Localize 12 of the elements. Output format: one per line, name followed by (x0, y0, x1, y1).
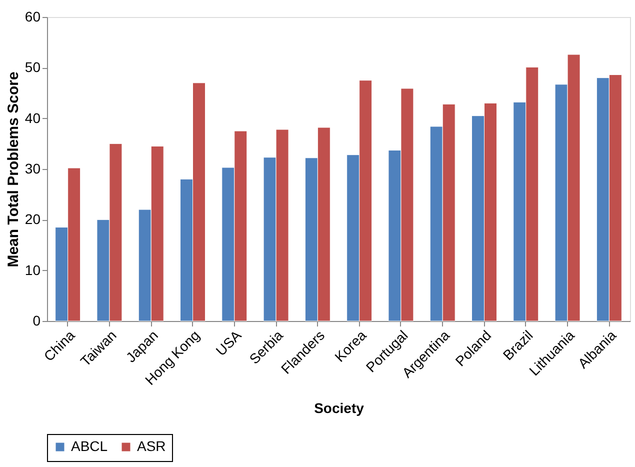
legend-label: ASR (137, 438, 166, 454)
y-tick-label: 40 (24, 110, 41, 126)
x-tick-label: USA (212, 326, 245, 359)
x-axis-title: Society (314, 400, 364, 416)
y-axis-title: Mean Total Problems Score (4, 72, 22, 268)
y-tick-label: 50 (24, 59, 41, 76)
y-tick-label: 20 (24, 211, 41, 228)
y-tick-label: 10 (24, 262, 41, 278)
y-tick-label: 0 (32, 312, 41, 328)
legend-label: ABCL (71, 438, 108, 454)
y-tick-label: 60 (24, 8, 41, 24)
y-tick-label: 30 (24, 160, 41, 176)
